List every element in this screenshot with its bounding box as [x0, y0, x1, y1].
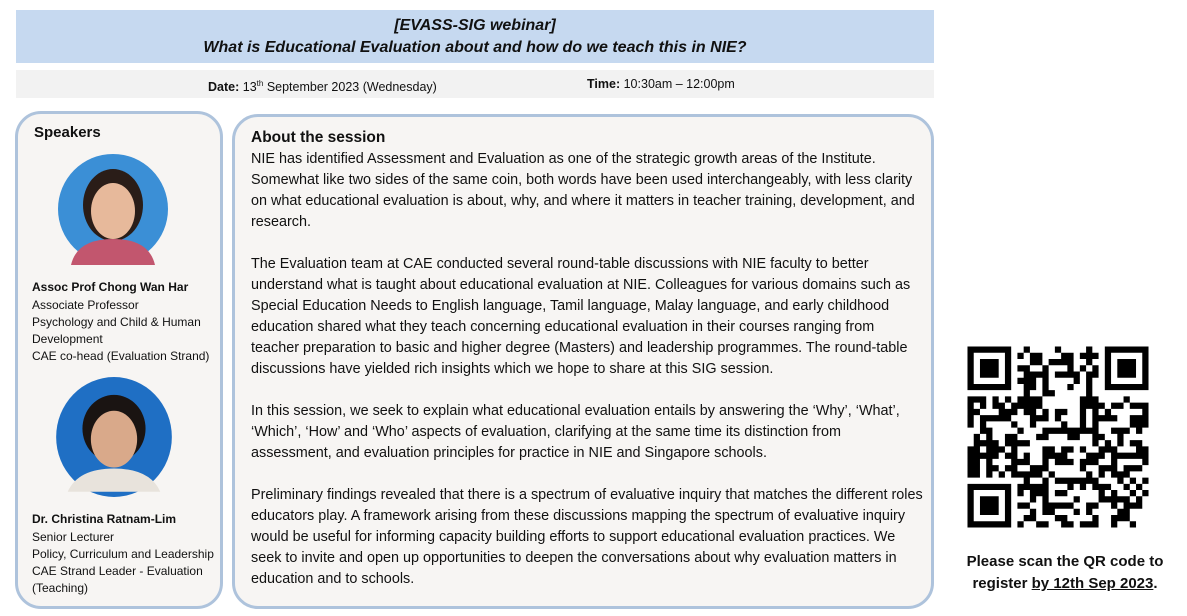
- paragraph: The Evaluation team at CAE conducted sev…: [251, 256, 911, 377]
- speaker-role: Associate Professor: [32, 298, 139, 312]
- speaker-role: CAE Strand Leader - Evaluation (Teaching…: [32, 564, 203, 595]
- speaker-role: CAE co-head (Evaluation Strand): [32, 349, 210, 363]
- speakers-panel: Speakers Assoc Prof Chong Wan Har Associ…: [15, 111, 223, 609]
- paragraph: Preliminary findings revealed that there…: [251, 487, 923, 587]
- qr-code: [955, 334, 1161, 540]
- register-deadline: by 12th Sep 2023: [1031, 575, 1154, 592]
- register-note: Please scan the QR code to register by 1…: [945, 551, 1185, 595]
- header-line: [EVASS-SIG webinar]: [394, 17, 556, 34]
- register-text: Please scan the QR code to register: [966, 553, 1164, 592]
- date-rest: September 2023 (Wednesday): [266, 80, 437, 95]
- speaker-roles: Senior Lecturer Policy, Curriculum and L…: [32, 529, 222, 597]
- date: Date: 13th September 2023 (Wednesday): [208, 70, 437, 101]
- qr-modules: [967, 346, 1149, 528]
- paragraph: NIE has identified Assessment and Evalua…: [251, 151, 915, 230]
- date-label: Date:: [208, 80, 240, 95]
- time-value: 10:30am – 12:00pm: [623, 77, 735, 91]
- header-line: What is Educational Evaluation about and…: [203, 39, 747, 56]
- session-body: About the session NIE has identified Ass…: [251, 127, 923, 611]
- time-label: Time:: [587, 77, 621, 91]
- speakers-title: Speakers: [34, 124, 101, 141]
- speaker-name: Assoc Prof Chong Wan Har: [32, 280, 189, 294]
- speaker-roles: Associate Professor Psychology and Child…: [32, 297, 217, 365]
- speaker-role: Policy, Curriculum and Leadership: [32, 547, 214, 561]
- date-day: 13: [242, 80, 257, 95]
- paragraph: In this session, we seek to explain what…: [251, 403, 900, 461]
- header: [EVASS-SIG webinar] What is Educational …: [16, 10, 934, 63]
- speaker-role: Senior Lecturer: [32, 530, 115, 544]
- time: Time: 10:30am – 12:00pm: [587, 70, 735, 98]
- speaker-photo: [58, 154, 168, 265]
- speaker-role: Psychology and Child & Human Development: [32, 315, 201, 346]
- date-suffix: th: [256, 79, 264, 88]
- session-title: About the session: [251, 129, 386, 146]
- speaker-photo: [56, 377, 172, 497]
- register-end: .: [1153, 575, 1158, 592]
- speaker-name: Dr. Christina Ratnam-Lim: [32, 512, 177, 526]
- date-bar: Date: 13th September 2023 (Wednesday) Ti…: [16, 70, 934, 98]
- session-panel: About the session NIE has identified Ass…: [232, 114, 934, 609]
